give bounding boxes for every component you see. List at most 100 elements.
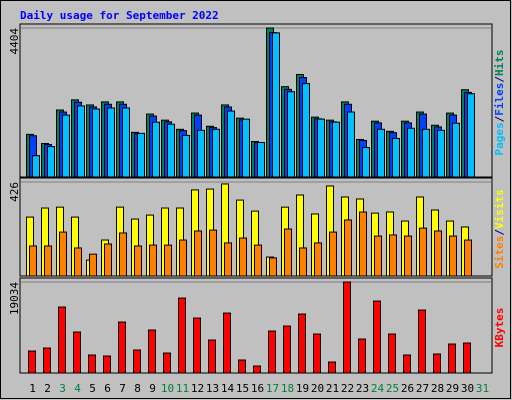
bar [329,231,337,277]
bar [254,244,262,277]
legend-entry: KBytes [493,308,506,348]
bar [118,321,126,374]
bar [332,121,340,178]
bar [343,281,351,374]
plot-area [19,277,493,374]
legend-separator: / [493,76,506,83]
bar [328,361,336,374]
x-tick-label: 24 [371,382,385,395]
bar [374,235,382,277]
bar [182,134,190,178]
bar [404,235,412,277]
x-tick-label: 7 [119,382,126,395]
bar [179,239,187,277]
bar [433,353,441,374]
bar [272,32,280,178]
bar [362,147,370,178]
bar [449,235,457,277]
bar [268,330,276,374]
bar [208,339,216,374]
bar [239,237,247,277]
bar [62,114,70,178]
x-tick-label: 6 [104,382,111,395]
bar [403,354,411,374]
bar [284,228,292,277]
x-tick-label: 9 [149,382,156,395]
x-tick-label: 5 [89,382,96,395]
x-tick-label: 22 [341,382,354,395]
bar [103,355,111,374]
bar [209,229,217,277]
bar [104,243,112,277]
x-tick-label: 26 [401,382,414,395]
bar [194,230,202,277]
bar [178,297,186,374]
bar [317,118,325,178]
bar [377,128,385,178]
bar [359,211,367,277]
bar [238,359,246,374]
bar [344,219,352,277]
x-tick-label: 11 [176,382,189,395]
bar [149,244,157,277]
bar [463,342,471,374]
legend: Sites/Visits [493,189,506,269]
bar [302,83,310,178]
x-tick-label: 18 [281,382,294,395]
bar [434,230,442,277]
bar [212,128,220,178]
x-tick-label: 4 [74,382,81,395]
bar [148,329,156,374]
x-tick-label: 25 [386,382,399,395]
x-tick-label: 30 [461,382,474,395]
legend-entry: Files [493,83,506,116]
x-tick-label: 31 [476,382,489,395]
legend: Pages/Files/Hits [493,50,506,156]
y-tick-label: 4404 [8,28,21,55]
bar [448,343,456,374]
bar [224,242,232,277]
bar [32,155,40,178]
bar [92,108,100,178]
bar [242,118,250,178]
legend: KBytes [493,308,506,348]
legend-entry: Hits [493,50,506,77]
bar [223,312,231,374]
x-tick-label: 2 [44,382,51,395]
bar [389,234,397,277]
bar [58,306,66,374]
x-tick-label: 16 [251,382,264,395]
bar [164,244,172,277]
bar [88,354,96,374]
x-tick-label: 28 [431,382,444,395]
x-tick-label: 12 [191,382,204,395]
bar [299,247,307,277]
x-tick-label: 14 [221,382,235,395]
bar [47,146,55,178]
x-tick-label: 27 [416,382,429,395]
bar [313,333,321,374]
bar [467,93,475,178]
legend-entry: Pages [493,122,506,155]
bar [373,300,381,374]
bar [193,317,201,374]
bar [269,257,277,277]
bar [163,352,171,374]
bar [227,110,235,178]
x-tick-label: 1 [29,382,36,395]
bar [134,245,142,277]
x-tick-label: 29 [446,382,459,395]
bar [119,232,127,277]
bar [358,338,366,374]
bar [29,245,37,277]
bar [43,347,51,374]
bar [197,129,205,178]
bar [452,122,460,178]
bar [89,253,97,277]
legend-entry: Visits [493,189,506,229]
x-tick-label: 20 [311,382,324,395]
x-tick-label: 19 [296,382,309,395]
bar [388,333,396,374]
